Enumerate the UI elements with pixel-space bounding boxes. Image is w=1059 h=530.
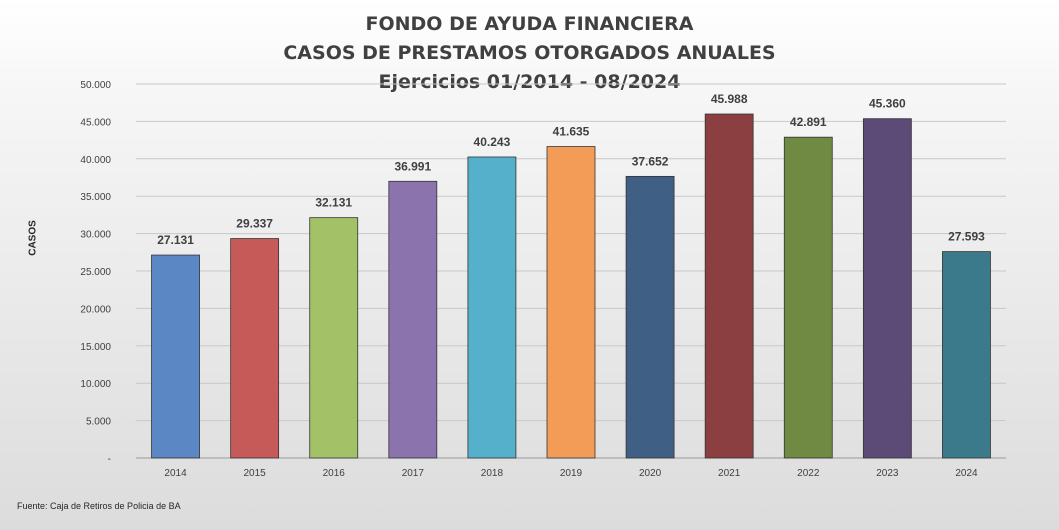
y-tick-label: 5.000 [86, 417, 111, 428]
x-tick-label: 2023 [876, 468, 899, 479]
value-labels: 27.131 29.337 32.131 36.991 40.243 41.635 37.6… [157, 92, 985, 247]
bar-2014 [151, 254, 200, 459]
y-tick-label: 50.000 [80, 80, 111, 91]
y-tick-label: - [108, 454, 111, 465]
bar-2022 [783, 136, 833, 459]
x-tick-label: 2024 [955, 468, 978, 479]
x-tick-label: 2017 [402, 468, 425, 479]
y-tick-label: 30.000 [80, 230, 111, 241]
y-tick-label: 35.000 [80, 192, 111, 203]
data-label: 32.131 [315, 196, 352, 210]
x-tick-label: 2018 [481, 468, 504, 479]
x-tick-label: 2014 [164, 468, 187, 479]
bars [151, 113, 991, 459]
data-label: 27.131 [157, 233, 194, 247]
data-label: 27.593 [948, 230, 985, 244]
chart-period: Ejercicios 01/2014 - 08/2024 [378, 71, 681, 93]
y-tick-label: 25.000 [80, 267, 111, 278]
data-label: 40.243 [474, 135, 511, 149]
x-tick-label: 2020 [639, 468, 662, 479]
y-tick-label: 20.000 [80, 304, 111, 315]
bar-2016 [309, 217, 359, 459]
y-tick-label: 10.000 [80, 379, 111, 390]
y-tick-label: 45.000 [80, 117, 111, 128]
data-label: 29.337 [236, 217, 273, 231]
bar-2023 [862, 118, 912, 459]
bar-2015 [230, 238, 280, 459]
x-axis-ticks: 2014 2015 2016 2017 2018 2019 2020 2021 2022 2023… [164, 468, 978, 479]
source-note: Fuente: Caja de Retiros de Policia de BA [17, 501, 181, 511]
chart-title: FONDO DE AYUDA FINANCIERA [365, 13, 694, 35]
data-label: 41.635 [553, 125, 590, 139]
y-axis-ticks: - 5.000 10.000 15.000 20.000 25.000 30.000 35.0… [80, 80, 111, 465]
data-label: 42.891 [790, 115, 827, 129]
bar-2018 [467, 156, 517, 459]
data-label: 45.360 [869, 97, 906, 111]
data-label: 36.991 [394, 159, 431, 173]
x-tick-label: 2021 [718, 468, 741, 479]
bar-2017 [388, 180, 438, 459]
x-tick-label: 2015 [244, 468, 267, 479]
y-tick-label: 40.000 [80, 155, 111, 166]
y-tick-label: 15.000 [80, 342, 111, 353]
x-tick-label: 2019 [560, 468, 583, 479]
x-tick-label: 2016 [323, 468, 346, 479]
bar-2019 [546, 146, 596, 459]
data-label: 45.988 [711, 92, 748, 106]
data-label: 37.652 [632, 154, 669, 168]
chart-subtitle: CASOS DE PRESTAMOS OTORGADOS ANUALES [283, 42, 776, 64]
x-tick-label: 2022 [797, 468, 820, 479]
bar-2024 [942, 251, 991, 459]
bar-2021 [704, 113, 754, 459]
bar-2020 [625, 175, 675, 459]
